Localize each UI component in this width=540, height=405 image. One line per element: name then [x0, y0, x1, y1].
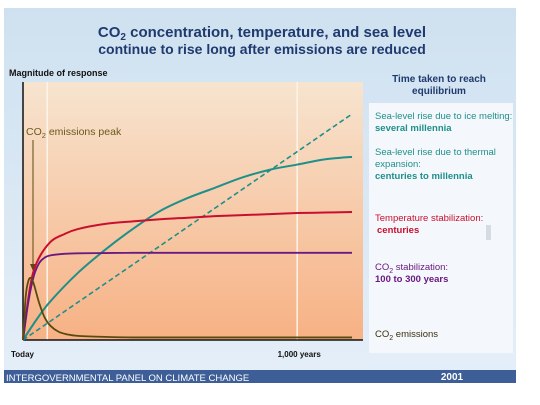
footer-bar [4, 370, 516, 383]
y-axis-label: Magnitude of response [9, 68, 108, 78]
series-line-co2-stabilization [22, 251, 353, 341]
legend-temperature-label: Temperature stabilization: [375, 213, 483, 224]
footer-organization: INTERGOVERNMENTAL PANEL ON CLIMATE CHANG… [6, 373, 249, 384]
chart-title-line2: continue to rise long after emissions ar… [98, 41, 426, 57]
legend-scrollbar [486, 225, 491, 240]
legend-thermal-expansion-label-line1: Sea-level rise due to thermal [375, 147, 496, 158]
series-line-co2-emissions [22, 276, 353, 341]
series-line-thermal-expansion [22, 155, 353, 341]
x-tick-label-today: Today [11, 350, 35, 359]
legend-heading-line1: Time taken to reach [392, 74, 486, 85]
x-tick-label-1000-years: 1,000 years [278, 350, 322, 359]
series-line-ice-melting [22, 113, 353, 341]
series-line-temperature [22, 211, 353, 341]
legend-thermal-expansion-timescale: centuries to millennia [375, 171, 473, 182]
legend-heading-line2: equilibrium [412, 86, 466, 97]
legend-ice-melting-timescale: several millennia [375, 123, 452, 134]
plot-area [23, 82, 363, 340]
legend-temperature-timescale: centuries [377, 225, 419, 236]
footer-year: 2001 [441, 372, 464, 383]
chart-title-line1: CO2 concentration, temperature, and sea … [98, 24, 426, 43]
legend-thermal-expansion-label-line2: expansion: [375, 159, 421, 170]
emissions-peak-annotation: CO2 emissions peak [26, 126, 122, 140]
legend-co2-emissions-label: CO2 emissions [375, 329, 438, 342]
legend-co2-stabilization-label: CO2 stabilization: [375, 262, 448, 275]
legend-ice-melting-label: Sea-level rise due to ice melting: [375, 111, 512, 122]
legend-co2-stabilization-timescale: 100 to 300 years [375, 274, 448, 285]
